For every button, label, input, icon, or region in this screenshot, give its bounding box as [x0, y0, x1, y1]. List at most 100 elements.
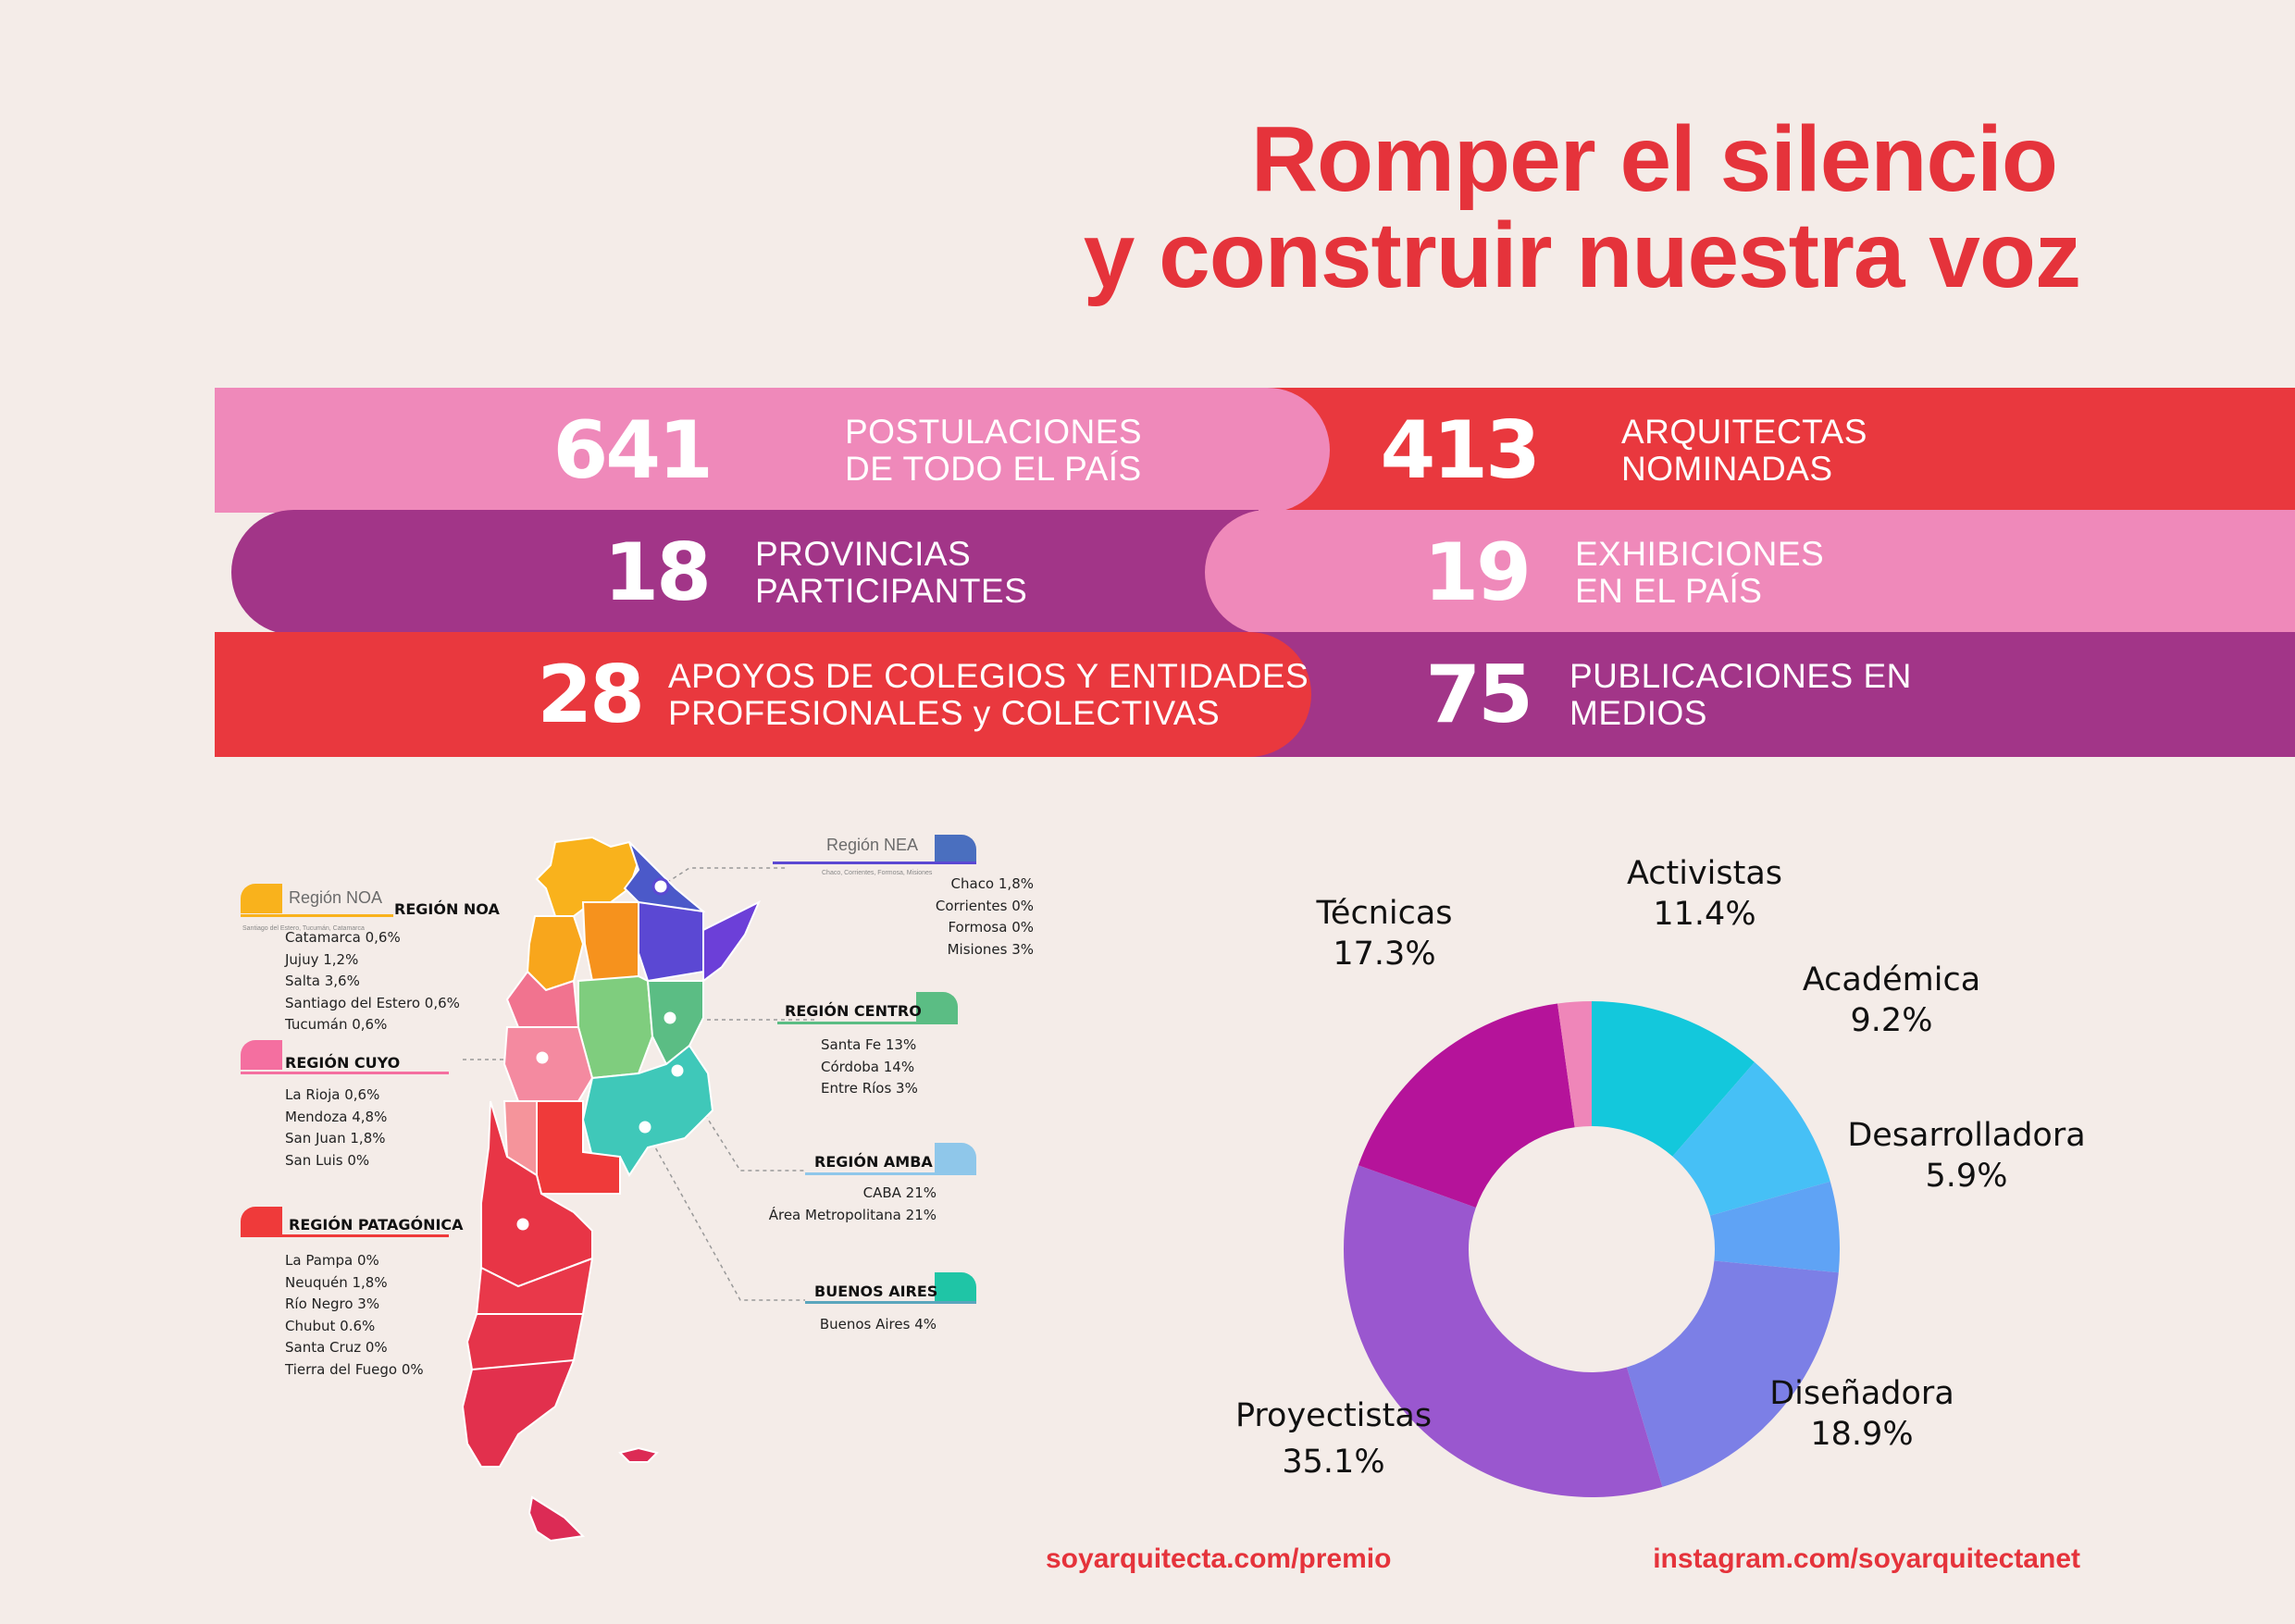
stat-publicaciones: 75 PUBLICACIONES EN MEDIOS: [1311, 632, 2295, 757]
donut-slice-diseñadora: [1626, 1260, 1839, 1487]
footer-link-web[interactable]: soyarquitecta.com/premio: [1046, 1543, 1392, 1574]
stat-label: EXHIBICIONES EN EL PAÍS: [1575, 534, 1825, 610]
donut-label-desarrolladora: Desarrolladora 5.9%: [1847, 1115, 2085, 1196]
donut-label-value: 18.9%: [1810, 1416, 1914, 1453]
ba-heading: BUENOS AIRES: [814, 1283, 938, 1300]
noa-item: Jujuy 1,2%: [285, 950, 359, 968]
donut-label-academica: Académica 9.2%: [1803, 960, 1980, 1041]
cuyo-list: La Rioja 0,6% Mendoza 4,8% San Juan 1,8%…: [285, 1085, 387, 1172]
patagonia-item: Tierra del Fuego 0%: [285, 1360, 424, 1378]
noa-tab-subtitle: Santiago del Estero, Tucumán, Catamarca: [242, 925, 365, 932]
donut-label-text: Técnicas: [1316, 895, 1453, 932]
donut-label-value: 11.4%: [1653, 896, 1756, 933]
centro-tab-block: [916, 992, 958, 1022]
patagonia-tab-block: [241, 1207, 282, 1236]
donut-slice-técnicas: [1358, 1003, 1575, 1208]
title-line-2: y construir nuestra voz: [1083, 204, 2081, 307]
patagonia-item: La Pampa 0%: [285, 1252, 379, 1269]
amba-tab-block: [935, 1143, 976, 1172]
donut-label-text: Desarrolladora: [1847, 1117, 2086, 1154]
stat-nominadas: 413 ARQUITECTAS NOMINADAS: [1330, 388, 2295, 513]
centro-item: Entre Ríos 3%: [821, 1080, 918, 1094]
donut-label-value: 9.2%: [1850, 1002, 1933, 1039]
donut-slice-other: [1557, 1001, 1592, 1128]
nea-tab-block: [935, 835, 976, 864]
ba-list: Buenos Aires 4%: [759, 1314, 937, 1336]
noa-item: Salta 3,6%: [285, 973, 360, 989]
noa-heading: REGIÓN NOA: [394, 900, 500, 918]
donut-slice-proyectistas: [1344, 1165, 1663, 1497]
stat-value: 641: [552, 403, 713, 497]
nea-item: Corrientes 0%: [935, 897, 1034, 914]
stat-bg-publicaciones: [1240, 632, 2295, 757]
cuyo-item: San Juan 1,8%: [285, 1130, 386, 1147]
title-line-1: Romper el silencio: [1250, 107, 2058, 211]
noa-list: Catamarca 0,6% Jujuy 1,2% Salta 3,6% San…: [285, 927, 460, 1036]
stat-value: 75: [1425, 648, 1533, 741]
amba-list: CABA 21% Área Metropolitana 21%: [740, 1183, 937, 1226]
patagonia-heading: REGIÓN PATAGÓNICA: [289, 1216, 464, 1233]
nea-tab-title: Región NEA: [826, 836, 919, 854]
donut-slice-activistas: [1592, 1001, 1755, 1157]
donut-label-activistas: Activistas 11.4%: [1627, 853, 1782, 935]
donut-label-disenadora: Diseñadora 18.9%: [1769, 1373, 1954, 1455]
stat-postulaciones: 641 POSTULACIONES DE TODO EL PAÍS: [215, 388, 1330, 513]
donut-label-value: 35.1%: [1282, 1444, 1385, 1481]
centro-tab-line: [777, 1022, 958, 1024]
noa-item: Tucumán 0,6%: [285, 1016, 388, 1033]
noa-tab-block: [241, 884, 282, 913]
donut-slice-académica: [1672, 1061, 1830, 1216]
stat-apoyos: 28 APOYOS DE COLEGIOS Y ENTIDADES PROFES…: [215, 632, 1311, 757]
cuyo-item: Mendoza 4,8%: [285, 1108, 388, 1125]
donut-label-tecnicas: Técnicas 17.3%: [1316, 893, 1452, 974]
donut-slice-desarrolladora: [1709, 1181, 1840, 1273]
stat-value: 413: [1380, 403, 1541, 497]
stat-bg-nominadas: [1203, 388, 2295, 513]
nea-item: Chaco 1,8%: [950, 875, 1034, 892]
stat-label: PUBLICACIONES EN MEDIOS: [1569, 656, 1912, 732]
stat-value: 28: [537, 648, 645, 741]
donut-label-proyectistas: Proyectistas 35.1%: [1235, 1393, 1432, 1485]
centro-item: Córdoba 14%: [821, 1058, 915, 1075]
nea-item: Misiones 3%: [947, 940, 1034, 958]
donut-label-text: Activistas: [1626, 855, 1783, 892]
provinces: [461, 836, 761, 1543]
patagonia-item: Neuquén 1,8%: [285, 1273, 388, 1291]
footer-link-instagram[interactable]: instagram.com/soyarquitectanet: [1653, 1543, 2080, 1574]
donut-label-text: Diseñadora: [1769, 1375, 1954, 1412]
stat-value: 18: [603, 526, 712, 619]
noa-tab-title: Región NOA: [289, 888, 383, 907]
cuyo-item: San Luis 0%: [285, 1151, 370, 1169]
stat-label: ARQUITECTAS NOMINADAS: [1621, 412, 1867, 488]
stat-label: POSTULACIONES DE TODO EL PAÍS: [845, 412, 1143, 488]
nea-tab-line: [773, 862, 976, 864]
donut-label-value: 5.9%: [1925, 1158, 2008, 1195]
stat-exhibiciones: 19 EXHIBICIONES EN EL PAÍS: [1205, 510, 2295, 635]
amba-tab-line: [805, 1172, 976, 1175]
nea-item: Formosa 0%: [948, 919, 1034, 936]
page-title: Romper el silencio y construir nuestra v…: [692, 107, 2081, 307]
donut-label-text: Proyectistas: [1234, 1397, 1433, 1434]
stat-label: APOYOS DE COLEGIOS Y ENTIDADES PROFESION…: [668, 656, 1309, 732]
cuyo-heading: REGIÓN CUYO: [285, 1054, 401, 1072]
donut-label-text: Académica: [1802, 961, 1981, 998]
amba-heading: REGIÓN AMBA: [814, 1153, 933, 1171]
amba-item: CABA 21%: [862, 1184, 937, 1201]
region-markers: [514, 877, 687, 1233]
ba-item: Buenos Aires 4%: [819, 1316, 937, 1333]
noa-item: Santiago del Estero 0,6%: [285, 994, 460, 1011]
cuyo-tab-block: [241, 1040, 282, 1070]
noa-tab-line: [241, 914, 393, 917]
nea-list: Chaco 1,8% Corrientes 0% Formosa 0% Misi…: [888, 874, 1034, 961]
centro-list: Santa Fe 13% Córdoba 14% Entre Ríos 3%: [821, 1035, 918, 1094]
stat-provincias: 18 PROVINCIAS PARTICIPANTES: [231, 510, 1259, 635]
centro-item: Santa Fe 13%: [821, 1036, 917, 1053]
stat-value: 19: [1423, 526, 1532, 619]
cuyo-item: La Rioja 0,6%: [285, 1086, 380, 1103]
centro-heading: REGIÓN CENTRO: [785, 1002, 922, 1020]
nea-tab-subtitle: Chaco, Corrientes, Formosa, Misiones: [822, 870, 933, 876]
patagonia-item: Chubut 0.6%: [285, 1317, 376, 1334]
patagonia-item: Río Negro 3%: [285, 1295, 380, 1312]
